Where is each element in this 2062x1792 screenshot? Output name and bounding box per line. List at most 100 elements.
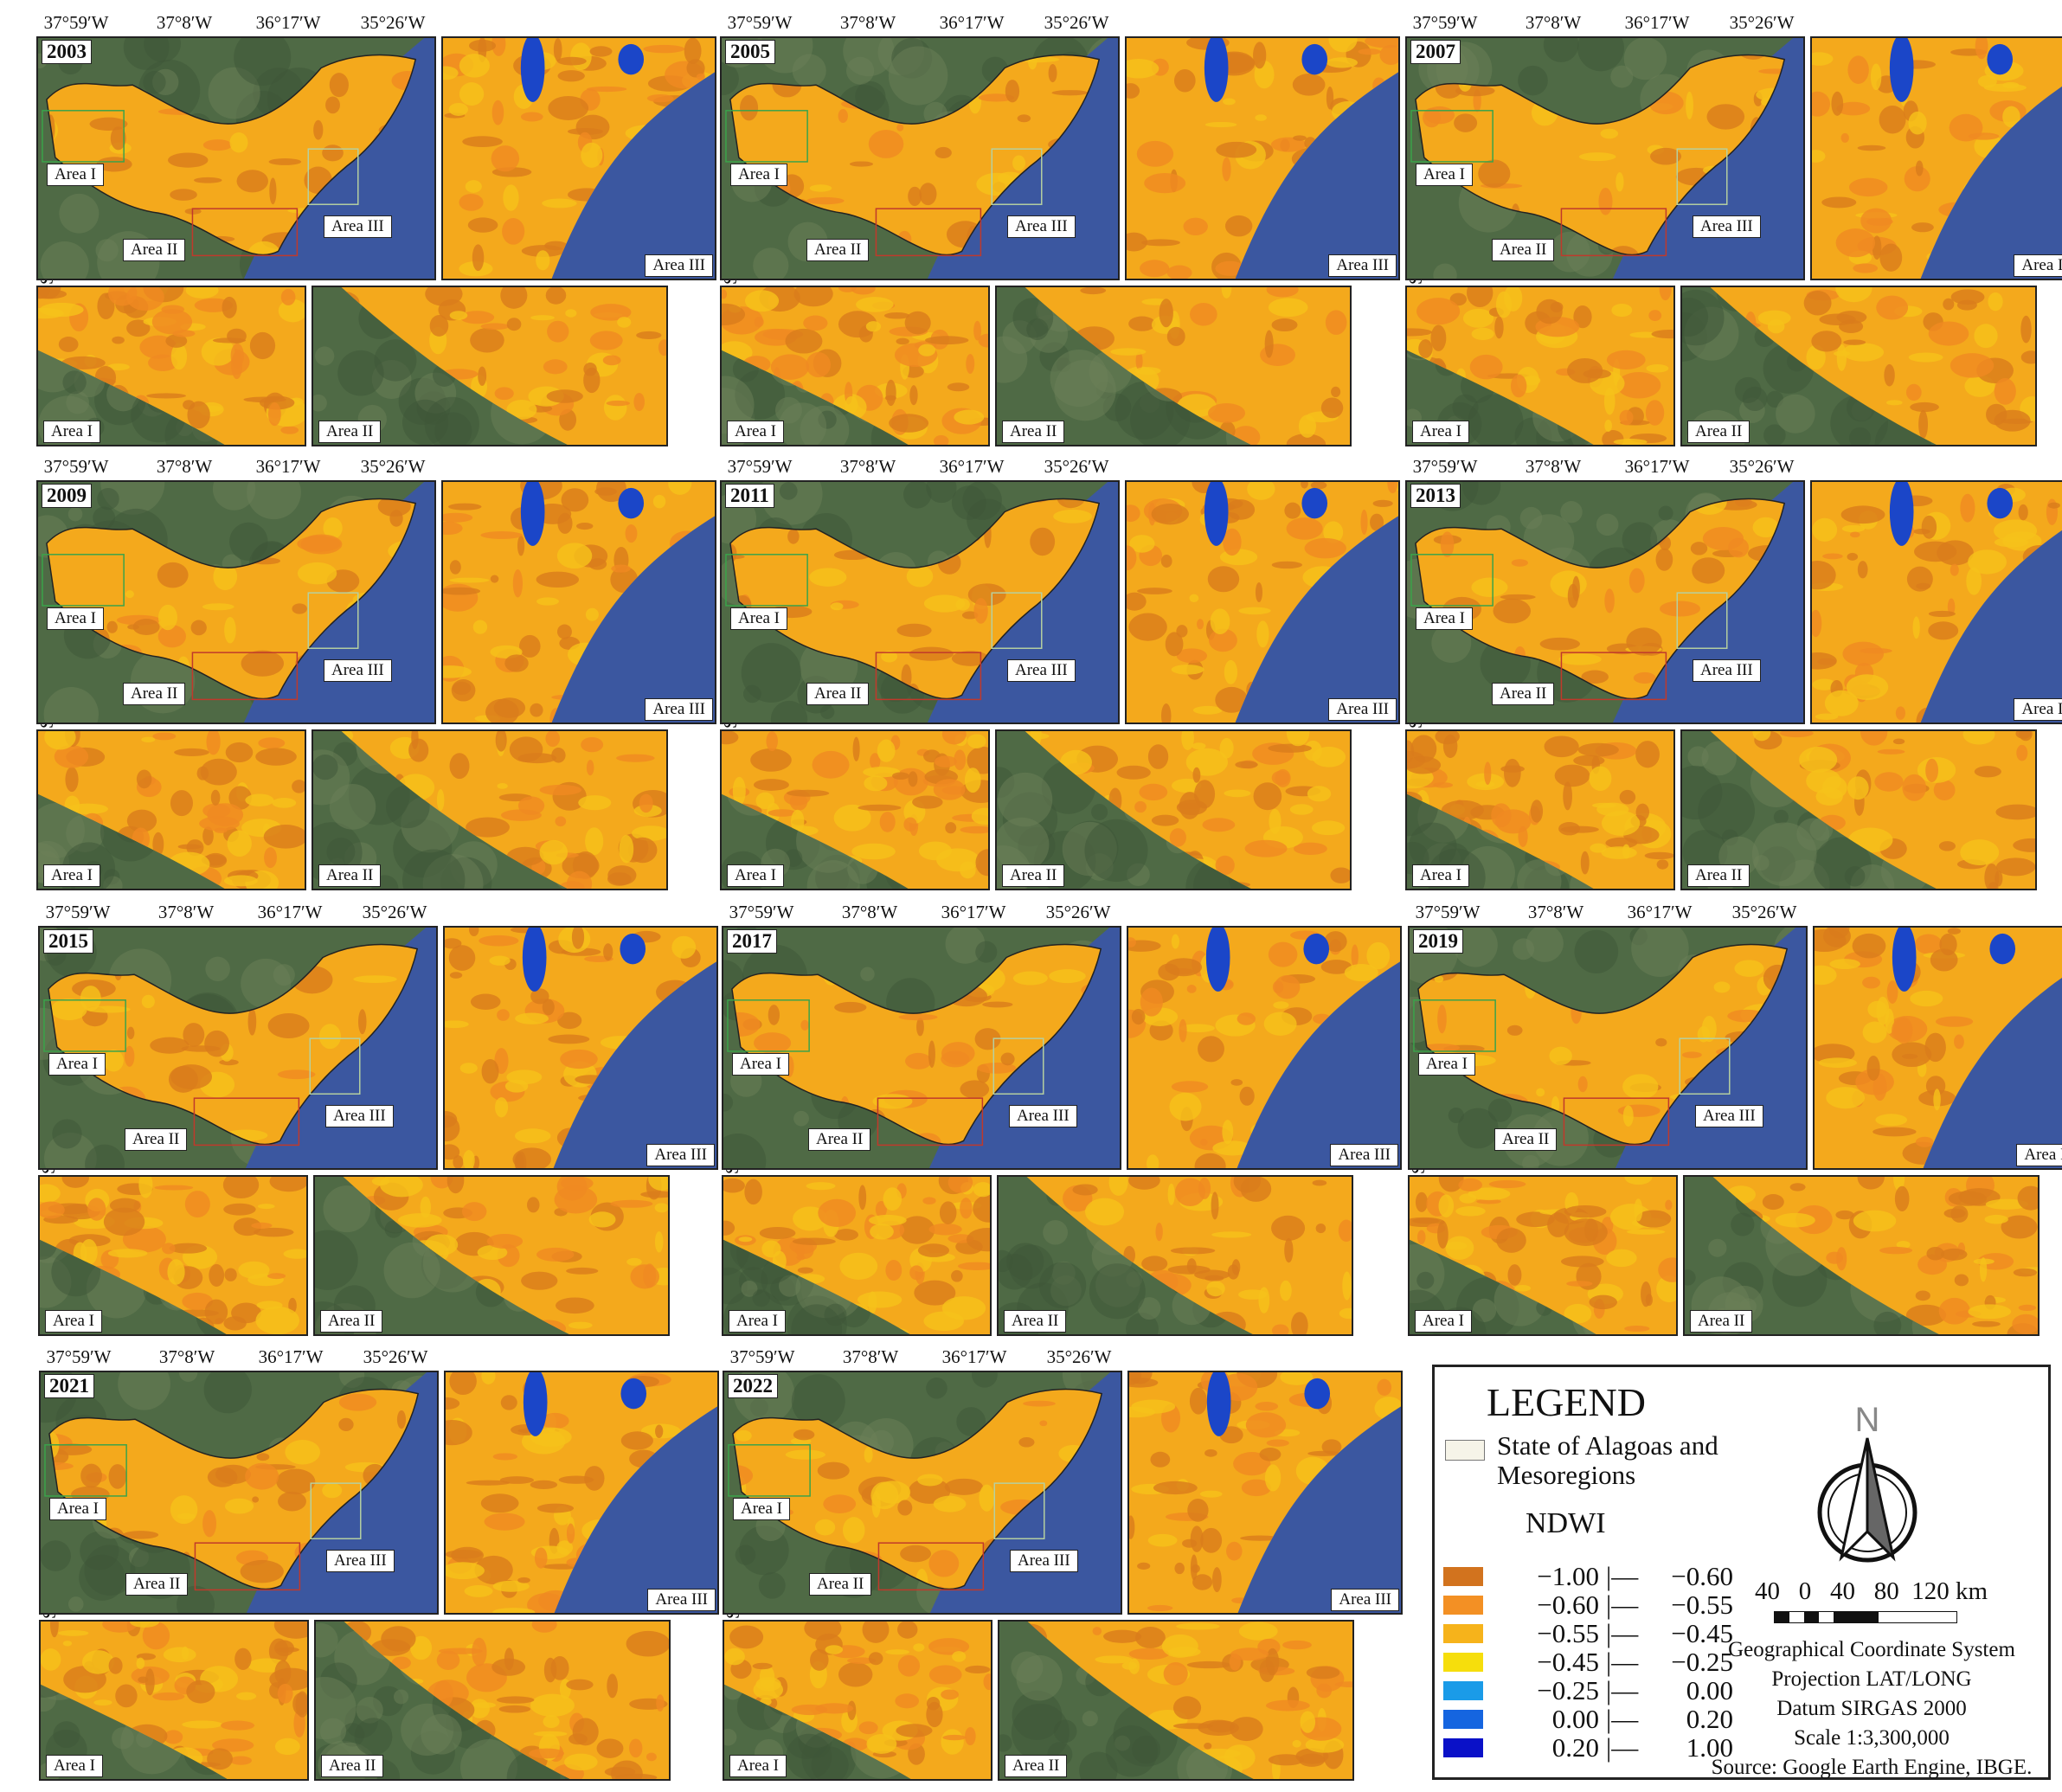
inset-area-label: Area II	[1002, 864, 1065, 887]
main-map: 2022 Area I Area II Area III	[723, 1371, 1122, 1615]
longitude-tick: 37°8′W	[1527, 902, 1584, 922]
ndwi-high: −0.55	[1671, 1590, 1733, 1620]
area-label: Area I	[1416, 607, 1473, 630]
area2-inset: Area II	[312, 729, 668, 890]
map-panel: 37°59′W37°8′W36°17′W35°26′W8°56′S9°38′S1…	[718, 456, 1402, 902]
inset-area-label: Area I	[43, 864, 100, 887]
north-label: N	[1855, 1402, 1880, 1439]
ndwi-low: 0.00	[1551, 1704, 1599, 1734]
year-label: 2015	[43, 929, 93, 954]
area3-inset: Area III	[1810, 480, 2062, 724]
longitude-ticks: 37°59′W 37°8′W 36°17′W 35°26′W	[35, 12, 476, 36]
info-line: Datum SIRGAS 2000	[1776, 1697, 1967, 1720]
area1-inset: Area I	[720, 286, 990, 446]
area-label: Area II	[808, 1128, 871, 1151]
longitude-tick: 37°8′W	[1525, 12, 1582, 33]
longitude-tick: 35°26′W	[360, 12, 426, 33]
area3-inset: Area III	[441, 480, 716, 724]
north-arrow-icon: N	[1817, 1402, 1917, 1563]
longitude-tick: 36°17′W	[257, 902, 323, 922]
ndwi-high: −0.45	[1671, 1618, 1733, 1648]
inset-area-label: Area I	[1412, 421, 1469, 443]
area-label: Area III	[1693, 215, 1761, 238]
area1-inset: Area I	[1408, 1175, 1678, 1336]
area3-inset: Area III	[1810, 36, 2062, 280]
longitude-ticks: 37°59′W 37°8′W 36°17′W 35°26′W	[721, 1346, 1162, 1371]
inset-area-label: Area II	[1004, 1310, 1067, 1333]
inset-area-label: Area II	[1690, 1310, 1753, 1333]
ndwi-swatch	[1443, 1596, 1483, 1615]
longitude-ticks: 37°59′W 37°8′W 36°17′W 35°26′W	[1406, 902, 1847, 926]
info-line: Scale 1:3,300,000	[1794, 1726, 1950, 1750]
scale-bar	[1774, 1611, 1957, 1623]
area-label: Area II	[123, 239, 186, 261]
longitude-tick: 35°26′W	[1729, 12, 1795, 33]
map-panel: 37°59′W37°8′W36°17′W35°26′W8°56′S9°38′S1…	[1404, 12, 2062, 458]
map-panel: 37°59′W37°8′W36°17′W35°26′W8°56′S9°38′S1…	[720, 902, 1404, 1347]
year-label: 2022	[728, 1374, 778, 1398]
inset-area-label: Area I	[729, 1755, 787, 1777]
ndwi-high: 0.00	[1686, 1675, 1733, 1705]
longitude-tick: 36°17′W	[939, 456, 1005, 477]
area-label: Area III	[1007, 215, 1076, 238]
area-label: Area I	[733, 1498, 790, 1520]
year-label: 2007	[1410, 40, 1461, 64]
longitude-tick: 36°17′W	[941, 902, 1006, 922]
main-map: 2013 Area I Area II Area III	[1405, 480, 1805, 724]
inset-area-label: Area II	[321, 1755, 384, 1777]
area1-inset: Area I	[723, 1620, 992, 1781]
area2-inset: Area II	[1680, 286, 2037, 446]
ndwi-separator: |—	[1606, 1618, 1639, 1648]
info-line: Source: Google Earth Engine, IBGE.	[1711, 1756, 2033, 1779]
inset-area-label: Area II	[318, 421, 382, 443]
longitude-tick: 37°8′W	[158, 1346, 215, 1367]
ndwi-high: 0.20	[1686, 1704, 1733, 1734]
longitude-tick: 36°17′W	[255, 456, 321, 477]
map-panel: 37°59′W37°8′W36°17′W35°26′W8°56′S9°38′S1…	[36, 902, 720, 1347]
inset-area-label: Area I	[46, 1755, 103, 1777]
longitude-tick: 35°26′W	[1045, 902, 1111, 922]
longitude-ticks: 37°59′W 37°8′W 36°17′W 35°26′W	[1404, 12, 1845, 36]
map-panel: 37°59′W37°8′W36°17′W35°26′W8°56′S9°38′S1…	[35, 456, 718, 902]
ndwi-low: −1.00	[1537, 1561, 1599, 1591]
scale-labels: 40 0 40 80 120 km	[1755, 1577, 1988, 1605]
area2-inset: Area II	[1680, 729, 2037, 890]
area-label: Area III	[324, 215, 392, 238]
longitude-tick: 36°17′W	[939, 12, 1005, 33]
longitude-ticks: 37°59′W 37°8′W 36°17′W 35°26′W	[1404, 456, 1845, 480]
longitude-tick: 37°59′W	[46, 1346, 112, 1367]
inset-area-label: Area I	[727, 421, 784, 443]
ndwi-separator: |—	[1606, 1647, 1639, 1677]
year-label: 2003	[42, 40, 92, 64]
inset-area-label: Area III	[1328, 254, 1397, 277]
area3-inset: Area III	[444, 1371, 719, 1615]
area-label: Area III	[326, 1550, 395, 1572]
area-label: Area I	[1418, 1053, 1475, 1076]
longitude-ticks: 37°59′W 37°8′W 36°17′W 35°26′W	[718, 12, 1159, 36]
inset-area-label: Area II	[318, 864, 382, 887]
area-label: Area I	[1416, 164, 1473, 186]
year-label: 2011	[725, 484, 774, 508]
inset-area-label: Area I	[1412, 864, 1469, 887]
longitude-ticks: 37°59′W 37°8′W 36°17′W 35°26′W	[35, 456, 476, 480]
ndwi-class: −0.25 |— 0.00	[1443, 1677, 1789, 1705]
main-map: 2005 Area I Area II Area III	[720, 36, 1120, 280]
area1-inset: Area I	[1405, 286, 1675, 446]
ndwi-high: −0.60	[1671, 1561, 1733, 1591]
inset-area-label: Area I	[727, 864, 784, 887]
state-label: State of Alagoas and Mesoregions	[1497, 1430, 1718, 1490]
year-label: 2019	[1413, 929, 1463, 954]
area-label: Area I	[48, 1053, 106, 1076]
longitude-tick: 37°59′W	[43, 12, 109, 33]
legend-title: LEGEND	[1487, 1380, 1646, 1424]
inset-area-label: Area II	[1687, 421, 1750, 443]
ndwi-class: −0.45 |— −0.25	[1443, 1648, 1789, 1676]
area-label: Area III	[1010, 1550, 1078, 1572]
area-label: Area II	[125, 1128, 188, 1151]
inset-area-label: Area I	[729, 1310, 786, 1333]
main-map: 2007 Area I Area II Area III	[1405, 36, 1805, 280]
longitude-tick: 37°8′W	[1525, 456, 1582, 477]
longitude-ticks: 37°59′W 37°8′W 36°17′W 35°26′W	[720, 902, 1161, 926]
main-map: 2019 Area I Area II Area III	[1408, 926, 1808, 1170]
longitude-tick: 35°26′W	[1729, 456, 1795, 477]
